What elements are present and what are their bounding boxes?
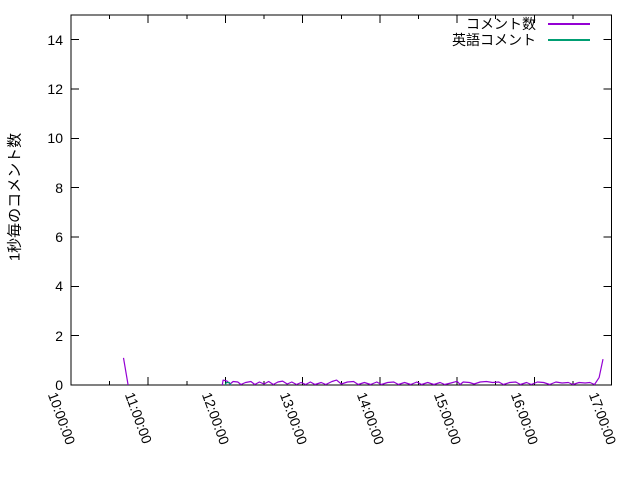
y-tick-label: 4 [55, 278, 63, 295]
legend-item-comment-count: コメント数 [452, 16, 590, 32]
legend-line-sample-purple [548, 23, 590, 25]
y-tick-label: 2 [55, 327, 63, 344]
legend-line-sample-green [548, 39, 590, 41]
legend-item-english-comments: 英語コメント [452, 32, 590, 48]
legend: コメント数 英語コメント [452, 16, 590, 48]
y-tick-label: 10 [47, 130, 63, 147]
legend-label-english-comments: 英語コメント [452, 32, 536, 48]
y-tick-label: 8 [55, 179, 63, 196]
y-tick-label: 14 [47, 31, 63, 48]
legend-label-comment-count: コメント数 [466, 16, 536, 32]
y-tick-label: 6 [55, 229, 63, 245]
y-tick-label: 0 [55, 377, 63, 393]
y-tick-label: 12 [47, 81, 63, 97]
